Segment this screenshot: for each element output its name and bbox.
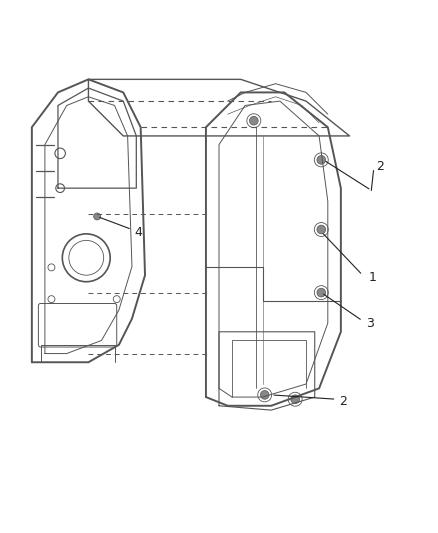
Circle shape [94,213,101,220]
Circle shape [291,395,300,403]
Circle shape [317,225,325,234]
Circle shape [317,288,325,297]
Text: 1: 1 [369,271,377,284]
Circle shape [260,391,269,399]
Text: 2: 2 [376,160,384,173]
Circle shape [317,156,325,164]
Text: 2: 2 [339,395,346,408]
Circle shape [250,116,258,125]
Text: 3: 3 [366,318,374,330]
Text: 4: 4 [134,226,142,239]
